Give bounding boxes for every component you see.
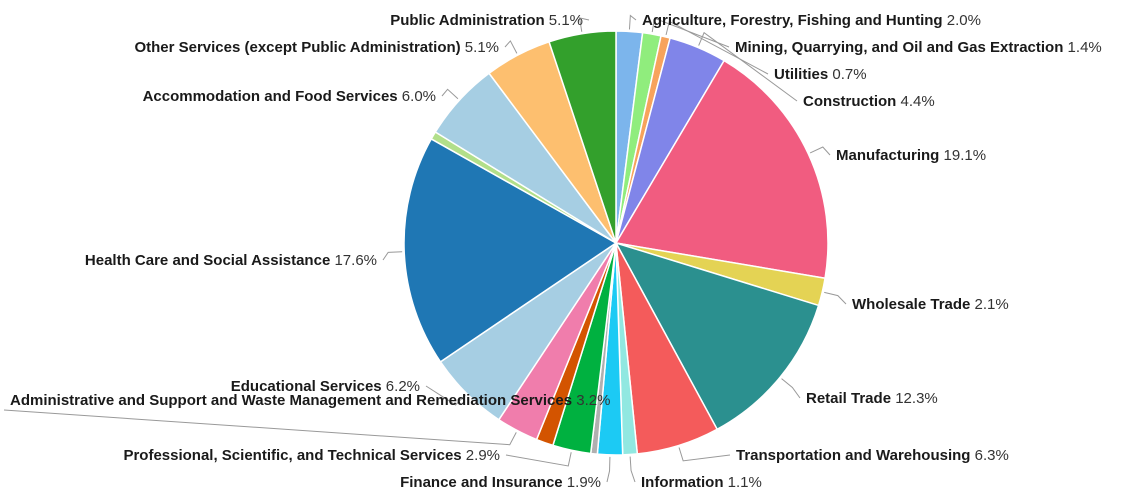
slice-label: Educational Services 6.2% [231, 378, 420, 395]
pie-slice [614, 59, 829, 280]
leader-lines [3, 14, 847, 483]
pie-slices [403, 30, 829, 456]
leader-line [629, 456, 636, 483]
leader-line [651, 17, 730, 48]
pie-slice [403, 137, 618, 363]
slice-labels: Agriculture, Forestry, Fishing and Hunti… [10, 12, 1102, 491]
leader-line [781, 378, 801, 399]
slice-label: Professional, Scientific, and Technical … [123, 447, 500, 464]
leader-line [504, 40, 518, 54]
leader-line [678, 447, 731, 462]
slice-label: Accommodation and Food Services 6.0% [143, 88, 436, 105]
slice-label: Manufacturing 19.1% [836, 147, 986, 164]
leader-line [809, 146, 831, 156]
leader-line [628, 14, 637, 30]
pie-slice [548, 30, 617, 244]
leader-line [665, 20, 769, 75]
slice-label: Utilities 0.7% [774, 66, 867, 83]
slice-label: Retail Trade 12.3% [806, 390, 938, 407]
pie-slice [614, 241, 820, 431]
leader-line [425, 385, 466, 406]
slice-label: Agriculture, Forestry, Fishing and Hunti… [642, 12, 981, 29]
slice-label: Administrative and Support and Waste Man… [10, 392, 610, 409]
slice-label: Information 1.1% [641, 474, 762, 491]
leader-line [824, 291, 847, 305]
slice-label: Public Administration 5.1% [390, 12, 583, 29]
leader-line [698, 31, 798, 102]
leader-line [441, 88, 459, 100]
slice-label: Mining, Quarrying, and Oil and Gas Extra… [735, 39, 1102, 56]
leader-line [3, 409, 517, 446]
slice-label: Wholesale Trade 2.1% [852, 296, 1009, 313]
leader-line [578, 17, 590, 32]
leader-line [382, 251, 403, 261]
slice-label: Construction 4.4% [803, 93, 935, 110]
slice-label: Other Services (except Public Administra… [134, 39, 499, 56]
leader-line [606, 456, 611, 483]
leader-line [505, 452, 572, 467]
slice-label: Finance and Insurance 1.9% [400, 474, 601, 491]
slice-label: Health Care and Social Assistance 17.6% [85, 252, 377, 269]
slice-label: Transportation and Warehousing 6.3% [736, 447, 1009, 464]
